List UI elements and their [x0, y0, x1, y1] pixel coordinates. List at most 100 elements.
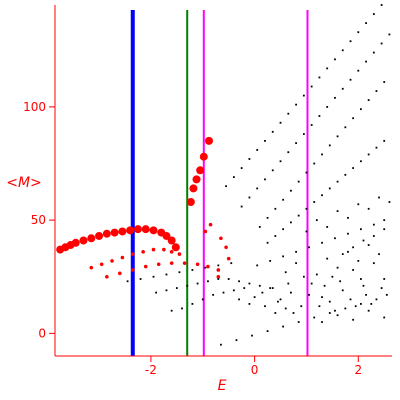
series-2-point-153 [238, 298, 240, 301]
series-2-point-101 [232, 289, 235, 292]
y-axis-label: <M> [6, 175, 42, 191]
series-2-point-96 [181, 307, 183, 310]
series-2-point-105 [251, 334, 253, 337]
series-2-point-130 [331, 275, 334, 278]
series-2-point-82 [230, 262, 233, 265]
series-2-point-33 [334, 96, 336, 99]
series-2-point-133 [362, 284, 365, 287]
series-2-point-48 [313, 162, 316, 165]
series-2-point-92 [248, 282, 251, 285]
series-2-point-45 [290, 189, 292, 192]
series-2-point-27 [287, 151, 290, 154]
series-1-point-0 [89, 265, 94, 270]
series-0-point-5 [87, 234, 96, 243]
series-2-point-58 [266, 241, 269, 244]
series-2-point-168 [349, 298, 352, 301]
series-2-point-81 [217, 264, 220, 267]
series-1-point-11 [118, 271, 122, 276]
series-2-point-34 [341, 87, 344, 90]
series-2-point-140 [336, 266, 339, 269]
series-0-point-4 [79, 236, 88, 245]
series-2-point-17 [357, 31, 360, 34]
series-2-point-11 [310, 85, 313, 88]
series-2-point-179 [347, 216, 349, 219]
series-2-point-91 [238, 280, 240, 283]
series-2-point-6 [271, 130, 274, 133]
x-tick-label-0: -2 [145, 363, 157, 377]
series-2-point-46 [297, 180, 300, 183]
series-2-point-21 [240, 205, 243, 208]
series-1-point-25 [216, 274, 221, 279]
series-2-point-147 [352, 318, 355, 321]
series-2-point-159 [287, 282, 290, 285]
series-2-point-70 [359, 160, 362, 163]
series-2-point-136 [284, 271, 287, 274]
series-1-point-7 [162, 247, 166, 252]
series-2-point-132 [352, 269, 355, 271]
series-2-point-75 [139, 278, 142, 280]
series-2-point-20 [380, 4, 383, 6]
series-2-point-185 [352, 246, 355, 249]
series-2-point-146 [336, 314, 339, 317]
series-1-point-12 [130, 268, 135, 272]
series-2-point-182 [378, 196, 380, 199]
series-2-point-55 [367, 99, 370, 102]
series-2-point-74 [126, 280, 129, 283]
axis-ticks: -2 0 2 0 50 100 [23, 100, 362, 377]
series-2-point-99 [212, 293, 215, 296]
series-2-point-128 [310, 282, 313, 285]
series-2-point-2 [240, 167, 243, 169]
series-2-point-39 [380, 42, 383, 45]
series-1-point-20 [203, 229, 208, 234]
series-2-point-32 [326, 106, 329, 108]
series-1-point-14 [156, 262, 161, 267]
series-2-point-150 [264, 305, 266, 308]
series-2-point-67 [336, 180, 339, 183]
series-2-point-141 [347, 250, 349, 253]
series-2-point-95 [170, 309, 173, 312]
series-2-point-108 [297, 321, 300, 323]
series-2-point-97 [191, 303, 194, 305]
series-2-point-76 [152, 275, 155, 278]
series-2-point-88 [207, 280, 209, 283]
series-2-point-28 [295, 142, 297, 145]
series-2-point-103 [220, 343, 222, 346]
series-2-point-90 [227, 278, 230, 280]
series-2-point-18 [365, 22, 367, 25]
series-1-point-8 [169, 250, 174, 254]
x-axis-label: E [218, 378, 227, 394]
series-2-point-102 [243, 287, 246, 289]
series-2-point-42 [266, 216, 269, 219]
series-2-point-9 [295, 103, 297, 106]
series-2-point-23 [256, 187, 259, 190]
series-0-point-9 [118, 227, 127, 236]
series-2-point-175 [305, 230, 308, 233]
series-2-point-43 [274, 207, 277, 210]
series-2-point-157 [271, 287, 274, 289]
y-tick-label-1: 50 [31, 213, 46, 227]
series-2-point-161 [302, 275, 305, 278]
series-2-point-56 [375, 90, 378, 92]
series-2-point-117 [295, 250, 297, 253]
series-2-point-77 [165, 273, 168, 276]
series-1-point-21 [208, 222, 213, 227]
series-1-point-17 [195, 262, 200, 267]
series-2-point-164 [323, 284, 326, 287]
series-2-point-15 [341, 49, 344, 52]
series-0-point-17 [171, 243, 180, 252]
series-2-point-40 [388, 33, 391, 36]
series-2-point-86 [186, 284, 189, 287]
series-2-point-137 [295, 262, 297, 265]
series-2-point-4 [256, 149, 259, 151]
series-2-point-26 [279, 160, 282, 163]
series-1-point-3 [120, 255, 125, 260]
series-2-point-186 [362, 239, 365, 242]
series-1-point-6 [151, 247, 156, 252]
series-2-point-173 [380, 287, 383, 289]
series-2-point-116 [282, 255, 285, 258]
series-0-point-12 [141, 225, 150, 234]
series-2-point-109 [313, 316, 316, 319]
series-2-point-107 [282, 325, 285, 328]
series-1-point-15 [169, 261, 174, 265]
series-2-point-104 [235, 339, 238, 342]
